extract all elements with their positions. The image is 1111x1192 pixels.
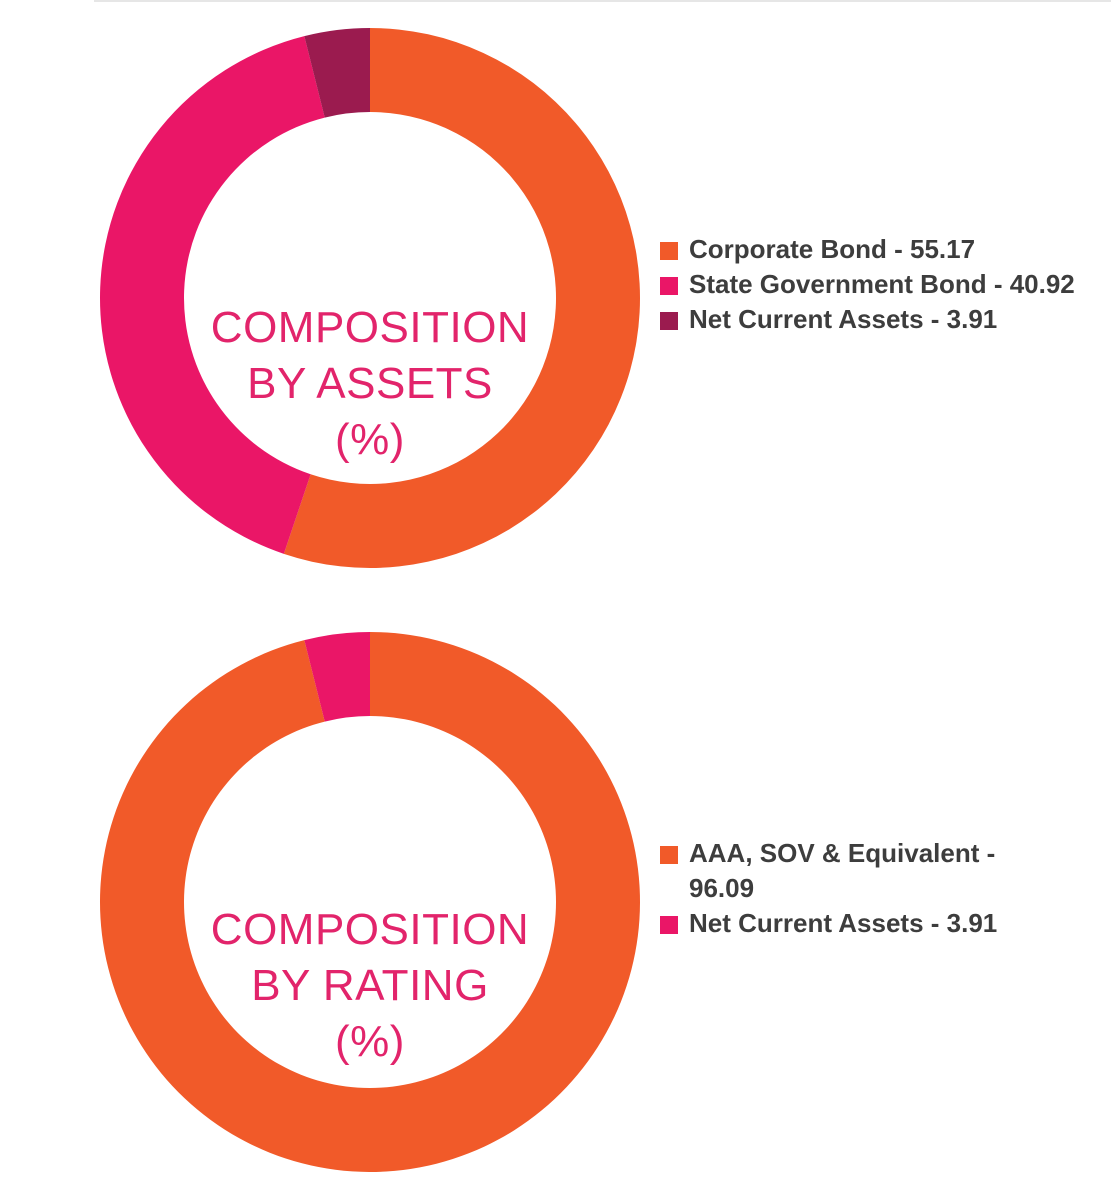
legend-swatch	[660, 916, 678, 934]
rating-title-line-3: (%)	[335, 1017, 405, 1066]
rating-chart-title: COMPOSITION BY RATING (%)	[120, 902, 620, 1070]
donut-slice-corporate-bond	[283, 28, 640, 568]
donut-slice-net-current-assets	[304, 28, 370, 118]
assets-title-line-1: COMPOSITION	[210, 303, 530, 352]
rating-title-line-2: BY RATING	[251, 961, 489, 1010]
top-divider	[94, 0, 1111, 2]
donut-slice-net-current-assets	[304, 632, 370, 722]
assets-chart-title: COMPOSITION BY ASSETS (%)	[120, 300, 620, 468]
legend-item-state-government-bond: State Government Bond - 40.92	[660, 267, 1105, 302]
assets-donut-chart	[99, 28, 640, 568]
legend-swatch	[660, 846, 678, 864]
donut-slice-aaa-sov-equivalent	[99, 632, 641, 1172]
rating-legend: AAA, SOV & Equivalent - 96.09 Net Curren…	[660, 836, 1020, 941]
assets-title-line-2: BY ASSETS	[247, 359, 493, 408]
donut-slice-state-government-bond	[99, 36, 325, 554]
legend-item-aaa-sov-equivalent: AAA, SOV & Equivalent - 96.09	[660, 836, 1020, 906]
legend-label: AAA, SOV & Equivalent - 96.09	[689, 838, 996, 903]
legend-item-net-current-assets: Net Current Assets - 3.91	[660, 906, 1020, 941]
legend-swatch	[660, 242, 678, 260]
legend-label: State Government Bond - 40.92	[689, 269, 1075, 299]
rating-donut-chart	[99, 632, 641, 1172]
legend-label: Net Current Assets - 3.91	[689, 304, 998, 334]
legend-swatch	[660, 277, 678, 295]
assets-legend: Corporate Bond - 55.17 State Government …	[660, 232, 1105, 337]
legend-item-net-current-assets: Net Current Assets - 3.91	[660, 302, 1105, 337]
legend-swatch	[660, 312, 678, 330]
legend-label: Net Current Assets - 3.91	[689, 908, 998, 938]
rating-title-line-1: COMPOSITION	[210, 905, 530, 954]
legend-item-corporate-bond: Corporate Bond - 55.17	[660, 232, 1105, 267]
assets-title-line-3: (%)	[335, 415, 405, 464]
legend-label: Corporate Bond - 55.17	[689, 234, 976, 264]
